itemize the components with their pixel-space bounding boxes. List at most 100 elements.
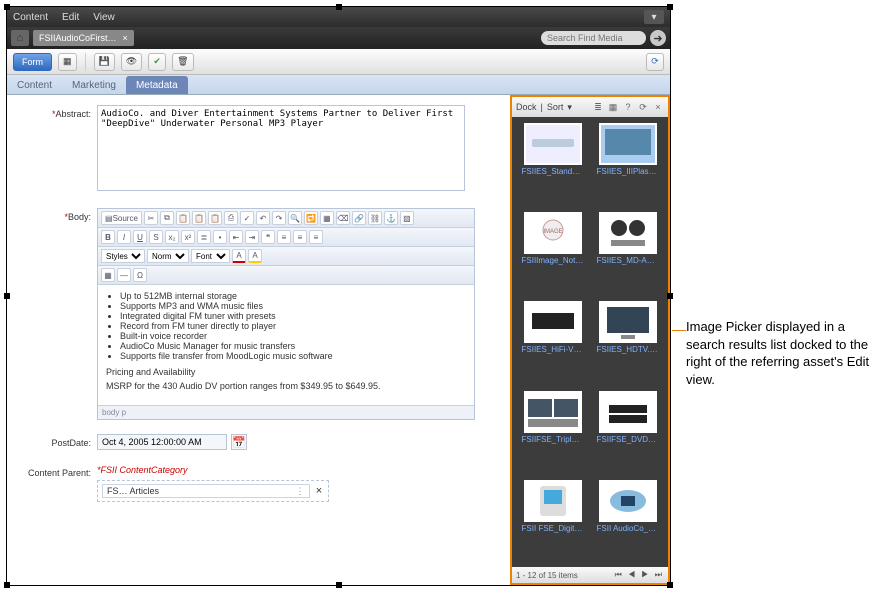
bold-icon[interactable]: B	[101, 230, 115, 244]
sub-icon[interactable]: x₂	[165, 230, 179, 244]
preview-button[interactable]: 👁	[121, 53, 142, 71]
parent-label: Content Parent:	[19, 464, 91, 502]
close-icon[interactable]: ×	[123, 33, 128, 43]
web-mode-button[interactable]: ▦	[58, 53, 77, 71]
rich-text-editor: ▤ Source ✂ ⧉ 📋 📋 📋 ⎙ ✓ ↶ ↷ 🔍 🔁	[97, 208, 475, 420]
copy-icon[interactable]: ⧉	[160, 211, 174, 225]
undo-icon[interactable]: ↶	[256, 211, 270, 225]
picker-dock[interactable]: Dock	[516, 102, 537, 112]
parent-chip[interactable]: FS… Articles ⋮	[102, 484, 310, 498]
tab-metadata[interactable]: Metadata	[126, 76, 188, 94]
tab-content[interactable]: Content	[7, 76, 62, 94]
search-go-icon[interactable]: ➜	[650, 30, 666, 46]
underline-icon[interactable]: U	[133, 230, 147, 244]
spell-icon[interactable]: ✓	[240, 211, 254, 225]
pricing-body: MSRP for the 430 Audio DV portion ranges…	[106, 381, 466, 391]
align-left-icon[interactable]: ≡	[277, 230, 291, 244]
grid-view-icon[interactable]: ▦	[607, 101, 619, 113]
refresh-button[interactable]: ⟳	[646, 53, 664, 71]
approve-button[interactable]: ✔	[148, 53, 166, 71]
menu-content[interactable]: Content	[13, 12, 48, 23]
picker-sort[interactable]: Sort	[547, 102, 564, 112]
editor-bullet: Built-in voice recorder	[120, 331, 466, 341]
postdate-input[interactable]	[97, 434, 227, 450]
menu-view[interactable]: View	[93, 12, 115, 23]
menu-edit[interactable]: Edit	[62, 12, 79, 23]
image-icon[interactable]: ▧	[400, 211, 414, 225]
delete-button[interactable]: 🗑	[172, 53, 193, 71]
italic-icon[interactable]: I	[117, 230, 131, 244]
picker-thumb[interactable]: FSIIES_MD-Aud…	[593, 212, 662, 293]
resize-handle[interactable]	[667, 293, 673, 299]
text-color-icon[interactable]: A	[232, 249, 246, 263]
abstract-textarea[interactable]: AudioCo. and Diver Entertainment Systems…	[97, 105, 465, 191]
replace-icon[interactable]: 🔁	[304, 211, 318, 225]
list-view-icon[interactable]: ≣	[592, 101, 604, 113]
bg-color-icon[interactable]: A	[248, 249, 262, 263]
sup-icon[interactable]: x²	[181, 230, 195, 244]
align-center-icon[interactable]: ≡	[293, 230, 307, 244]
help-icon[interactable]: ?	[622, 101, 634, 113]
picker-thumb[interactable]: FSIIES_HDTV.jpg	[593, 301, 662, 382]
save-button[interactable]: 💾	[94, 53, 115, 71]
resize-handle[interactable]	[667, 4, 673, 10]
parent-dropzone[interactable]: FS… Articles ⋮ ×	[97, 480, 329, 502]
outdent-icon[interactable]: ⇤	[229, 230, 243, 244]
remove-parent-icon[interactable]: ×	[314, 485, 324, 497]
unlink-icon[interactable]: ⛓	[368, 211, 382, 225]
anchor-icon[interactable]: ⚓	[384, 211, 398, 225]
format-select[interactable]: Norm	[147, 249, 189, 263]
tab-marketing[interactable]: Marketing	[62, 76, 126, 94]
style-select[interactable]: Styles	[101, 249, 145, 263]
picker-thumb[interactable]: FSIIFSE_TripleP…	[518, 391, 587, 472]
source-button[interactable]: ▤ Source	[101, 211, 142, 225]
picker-footer: 1 - 12 of 15 items ⏮ ◀ ▶ ⏭	[512, 567, 668, 583]
close-icon[interactable]: ×	[652, 101, 664, 113]
form-mode-button[interactable]: Form	[13, 53, 52, 71]
table-icon[interactable]: ▦	[101, 268, 115, 282]
select-all-icon[interactable]: ▦	[320, 211, 334, 225]
font-select[interactable]: Font	[191, 249, 230, 263]
indent-icon[interactable]: ⇥	[245, 230, 259, 244]
picker-thumb[interactable]: FSIIFSE_DVD-V…	[593, 391, 662, 472]
ol-icon[interactable]: ≣	[197, 230, 211, 244]
ul-icon[interactable]: •	[213, 230, 227, 244]
resize-handle[interactable]	[4, 4, 10, 10]
picker-thumb[interactable]: IMAGEFSIIImage_Not…	[518, 212, 587, 293]
resize-handle[interactable]	[667, 582, 673, 588]
link-icon[interactable]: 🔗	[352, 211, 366, 225]
paste-word-icon[interactable]: 📋	[208, 211, 222, 225]
refresh-icon[interactable]: ⟳	[637, 101, 649, 113]
resize-handle[interactable]	[336, 4, 342, 10]
picker-thumb[interactable]: FSIIES_Stand…	[518, 123, 587, 204]
align-right-icon[interactable]: ≡	[309, 230, 323, 244]
picker-thumb[interactable]: FSII AudioCo_JA…	[593, 480, 662, 561]
editor-bullet: AudioCo Music Manager for music transfer…	[120, 341, 466, 351]
paste-text-icon[interactable]: 📋	[192, 211, 206, 225]
picker-thumb[interactable]: FSIIES_IIIPlas…	[593, 123, 662, 204]
cut-icon[interactable]: ✂	[144, 211, 158, 225]
menu-bar: Content Edit View ▾	[7, 7, 670, 27]
picker-thumb[interactable]: FSII FSE_DigitalA…	[518, 480, 587, 561]
home-icon[interactable]: ⌂	[11, 30, 29, 46]
print-icon[interactable]: ⎙	[224, 211, 238, 225]
calendar-icon[interactable]: 📅	[231, 434, 247, 450]
picker-thumb[interactable]: FSIIES_HiFi-VH…	[518, 301, 587, 382]
expand-chevron-icon[interactable]: ▾	[644, 10, 664, 24]
hr-icon[interactable]: —	[117, 268, 131, 282]
remove-format-icon[interactable]: ⌫	[336, 211, 350, 225]
editor-body[interactable]: Up to 512MB internal storageSupports MP3…	[98, 285, 474, 405]
picker-pager[interactable]: ⏮ ◀ ▶ ⏭	[615, 570, 664, 580]
thumbnail-image	[524, 301, 582, 343]
find-icon[interactable]: 🔍	[288, 211, 302, 225]
asset-tab[interactable]: FSIIAudioCoFirst… ×	[33, 30, 134, 46]
strike-icon[interactable]: S	[149, 230, 163, 244]
redo-icon[interactable]: ↷	[272, 211, 286, 225]
search-input[interactable]	[541, 31, 646, 45]
special-char-icon[interactable]: Ω	[133, 268, 147, 282]
quote-icon[interactable]: ❝	[261, 230, 275, 244]
paste-icon[interactable]: 📋	[176, 211, 190, 225]
thumbnail-caption: FSIIFSE_TripleP…	[522, 435, 584, 444]
editor-bullet: Supports MP3 and WMA music files	[120, 301, 466, 311]
drag-handle-icon[interactable]: ⋮	[295, 486, 305, 497]
